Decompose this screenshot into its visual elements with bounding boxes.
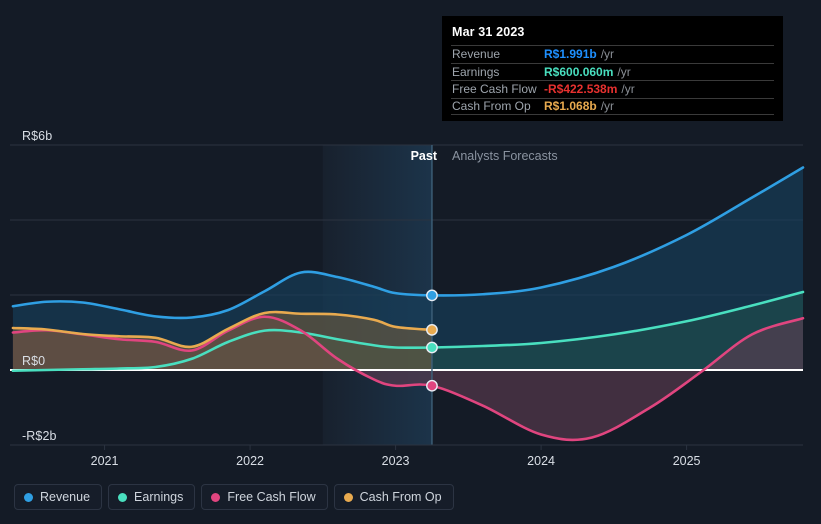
x-axis-tick-label: 2022 xyxy=(236,454,264,468)
tooltip-row: Earnings R$600.060m/yr xyxy=(451,62,774,81)
x-axis-tick-label: 2023 xyxy=(381,454,410,468)
tooltip-row: Cash From Op R$1.068b/yr xyxy=(451,97,774,115)
x-axis-ticks xyxy=(10,444,803,450)
legend-item-revenue[interactable]: Revenue xyxy=(14,484,103,510)
legend-item-label: Free Cash Flow xyxy=(227,490,316,504)
legend-item-label: Cash From Op xyxy=(359,490,442,504)
y-axis-tick-label: -R$2b xyxy=(22,429,57,443)
tooltip-date: Mar 31 2023 xyxy=(452,25,525,39)
legend-item-label: Revenue xyxy=(40,490,91,504)
tooltip-row-value: R$600.060m xyxy=(544,64,614,79)
tooltip-row-unit: /yr xyxy=(617,64,631,79)
series-markers[interactable] xyxy=(426,289,438,392)
chart-legend[interactable]: Revenue Earnings Free Cash Flow Cash From O… xyxy=(14,484,454,510)
legend-color-dot-icon xyxy=(343,492,353,502)
x-axis-tick-label: 2024 xyxy=(527,454,555,468)
x-axis-tick-label: 2025 xyxy=(672,454,701,468)
tooltip-row-label: Cash From Op xyxy=(452,99,531,114)
tooltip-row-value: R$1.068b xyxy=(544,99,597,114)
tooltip-row-unit: /yr xyxy=(600,99,615,114)
legend-item-label: Earnings xyxy=(134,490,184,504)
tooltip-row-unit: /yr xyxy=(600,47,615,62)
tooltip-row-value: R$1.991b xyxy=(544,47,597,62)
tooltip-row-label: Free Cash Flow xyxy=(452,82,537,97)
tooltip-rows: Revenue R$1.991b/yr Earnings R$600.060m/yr F… xyxy=(451,45,774,115)
y-axis-tick-label: R$0 xyxy=(22,354,46,368)
tooltip-row: Free Cash Flow -R$422.538m/yr xyxy=(451,80,774,98)
forecast-period-label: Analysts Forecasts xyxy=(452,149,558,163)
series-lines xyxy=(11,166,805,442)
legend-color-dot-icon xyxy=(211,492,221,502)
legend-item-cash-from-op[interactable]: Cash From Op xyxy=(333,484,454,510)
y-axis-tick-label: R$6b xyxy=(22,129,53,143)
data-tooltip: Mar 31 2023 Revenue R$1.991b/yr Earnings R$… xyxy=(442,16,783,121)
x-axis-tick-label: 2021 xyxy=(90,454,119,468)
tooltip-row-unit: /yr xyxy=(621,82,635,97)
legend-color-dot-icon xyxy=(118,492,128,502)
tooltip-row-label: Revenue xyxy=(452,47,501,62)
legend-item-free-cash-flow[interactable]: Free Cash Flow xyxy=(201,484,328,510)
past-period-label: Past xyxy=(410,149,437,163)
legend-item-earnings[interactable]: Earnings xyxy=(108,484,196,510)
tooltip-row-value: -R$422.538m xyxy=(544,82,618,97)
legend-color-dot-icon xyxy=(24,492,33,502)
tooltip-row-label: Earnings xyxy=(452,64,500,79)
tooltip-row: Revenue R$1.991b/yr xyxy=(451,45,774,63)
